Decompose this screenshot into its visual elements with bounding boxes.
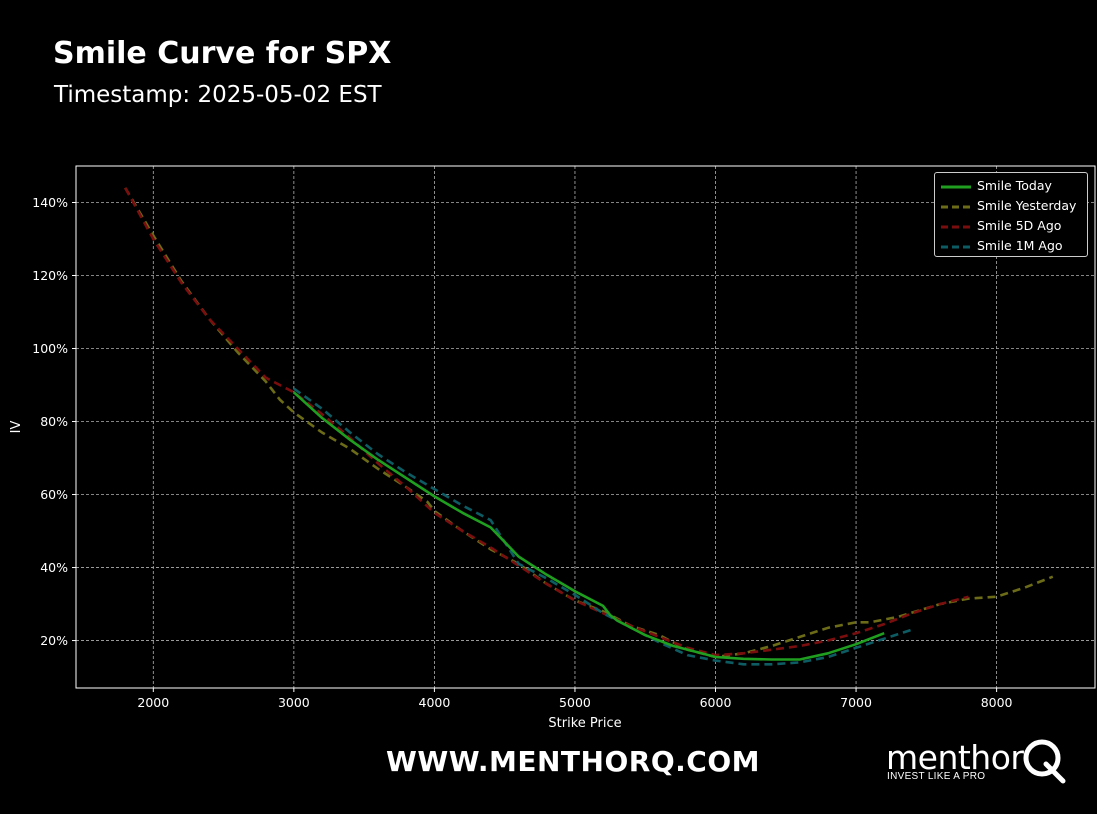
legend-label: Smile Yesterday bbox=[977, 198, 1077, 213]
x-tick-label: 8000 bbox=[981, 695, 1013, 710]
y-tick-label: 80% bbox=[40, 414, 68, 429]
x-tick-label: 4000 bbox=[419, 695, 451, 710]
brand-name: menthor bbox=[886, 738, 1024, 777]
y-tick-label: 40% bbox=[40, 560, 68, 575]
plot-frame bbox=[75, 165, 1096, 689]
brand-tagline: INVEST LIKE A PRO bbox=[887, 771, 986, 782]
legend-item: Smile 1M Ago bbox=[941, 236, 1087, 256]
legend-swatch bbox=[941, 225, 971, 229]
legend-label: Smile Today bbox=[977, 178, 1052, 193]
chart-title: Smile Curve for SPX bbox=[53, 36, 392, 71]
y-axis: 20% 40% 60% 80% 100% 120% 140% bbox=[32, 195, 76, 648]
x-axis: 2000 3000 4000 5000 6000 7000 8000 bbox=[137, 688, 1013, 710]
x-tick-label: 2000 bbox=[137, 695, 169, 710]
x-tick-label: 6000 bbox=[700, 695, 732, 710]
series-lines bbox=[124, 187, 1054, 666]
website-url[interactable]: WWW.MENTHORQ.COM bbox=[386, 745, 760, 778]
legend-item: Smile Today bbox=[941, 176, 1087, 196]
series-line-smile-today bbox=[293, 391, 885, 661]
y-tick-label: 140% bbox=[32, 195, 68, 210]
brand-logo: menthor INVEST LIKE A PRO bbox=[886, 738, 1076, 788]
x-tick-label: 7000 bbox=[840, 695, 872, 710]
legend-swatch bbox=[941, 205, 971, 209]
x-axis-label: Strike Price bbox=[548, 716, 621, 731]
series-line-smile-5d-ago bbox=[124, 187, 969, 657]
legend-swatch bbox=[941, 185, 971, 189]
y-tick-label: 120% bbox=[32, 268, 68, 283]
legend-item: Smile 5D Ago bbox=[941, 216, 1087, 236]
grid bbox=[76, 166, 1095, 688]
legend-label: Smile 1M Ago bbox=[977, 238, 1063, 253]
y-tick-label: 20% bbox=[40, 633, 68, 648]
legend-item: Smile Yesterday bbox=[941, 196, 1087, 216]
q-magnifier-logo-icon bbox=[1023, 739, 1066, 784]
legend-label: Smile 5D Ago bbox=[977, 218, 1062, 233]
y-axis-label: IV bbox=[9, 421, 24, 434]
legend-swatch bbox=[941, 245, 971, 249]
chart-subtitle: Timestamp: 2025-05-02 EST bbox=[54, 82, 382, 108]
x-tick-label: 3000 bbox=[278, 695, 310, 710]
y-tick-label: 60% bbox=[40, 487, 68, 502]
series-line-smile-1m-ago bbox=[293, 387, 913, 666]
y-tick-label: 100% bbox=[32, 341, 68, 356]
x-tick-label: 5000 bbox=[559, 695, 591, 710]
legend: Smile Today Smile Yesterday Smile 5D Ago Sm… bbox=[934, 172, 1088, 257]
series-line-smile-yesterday bbox=[124, 187, 1054, 659]
